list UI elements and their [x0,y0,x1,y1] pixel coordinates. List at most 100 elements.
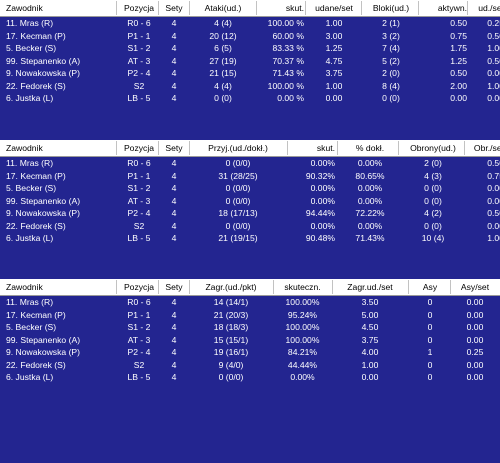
table-cell: 0 (0) [214,93,232,103]
table-cell: 17. Kecman (P) [6,170,66,181]
table-row[interactable]: 22. Fedorek (S) S2 4 0 (0/0) 0.00% 0.00% 0 (0)… [0,220,500,233]
column-divider[interactable] [287,141,288,155]
column-divider[interactable] [189,1,190,15]
column-header-skut[interactable]: skut. [285,3,304,13]
table-cell: 0 (0/0) [218,372,244,382]
table-row[interactable]: 11. Mras (R) R0 - 6 4 4 (4) 100.00 % 1.00 2 (1… [0,17,500,30]
column-divider[interactable] [158,280,159,294]
column-header-aktywn[interactable]: aktywn. [437,3,467,13]
table-cell: 22. Fedorek (S) [6,359,66,370]
table-row[interactable]: 9. Nowakowska (P) P2 - 4 4 18 (17/13) 94.44%… [0,207,500,220]
column-divider[interactable] [361,1,362,15]
table-cell: 0.00% [357,158,383,168]
column-header-sety[interactable]: Sety [165,3,183,13]
table-cell: 1.25 [450,55,467,66]
column-divider[interactable] [116,141,117,155]
column-header-asy[interactable]: Asy [422,282,438,292]
table-cell: 5 (2) [382,55,400,66]
column-header-zawodnik[interactable]: Zawodnik [6,282,43,292]
table-cell: 4 [171,334,177,345]
column-header-bloki-ud[interactable]: Bloki(ud.) [372,3,410,13]
table-cell: 0.50 [487,208,500,218]
column-header-zagr-ud-set[interactable]: Zagr.ud./set [347,282,393,292]
table-cell: 4 [171,322,177,332]
column-header-obrony-ud[interactable]: Obrony(ud.) [410,143,456,153]
table-cell: 31 (28/25) [218,170,258,181]
column-header-pozycja[interactable]: Pozycja [123,143,155,153]
column-divider[interactable] [418,1,419,15]
column-header-asy-set[interactable]: Asy/set [460,282,490,292]
table-row[interactable]: 5. Becker (S) S1 - 2 4 6 (5) 83.33 % 1.25 7 (4… [0,42,500,55]
table-cell: 2.00 [450,80,467,91]
column-header-udane-set[interactable]: udane/set [315,3,353,13]
table-body: 11. Mras (R) R0 - 6 4 0 (0/0) 0.00% 0.00% 2 (0… [0,157,500,245]
table-cell: 1 [427,347,433,357]
column-divider[interactable] [467,1,468,15]
table-cell: 8 (4) [382,80,400,91]
table-cell: 7 (4) [382,43,400,53]
column-header-pozycja[interactable]: Pozycja [123,3,155,13]
table-row[interactable]: 6. Justka (L) LB - 5 4 0 (0) 0.00 % 0.00 0 (0)… [0,92,500,105]
table-row[interactable]: 99. Stepanenko (A) AT - 3 4 27 (19) 70.37 % 4… [0,55,500,68]
table-row[interactable]: 99. Stepanenko (A) AT - 3 4 15 (15/1) 100.00… [0,334,500,347]
column-header-zawodnik[interactable]: Zawodnik [6,3,43,13]
column-divider[interactable] [256,1,257,15]
table-row[interactable]: 6. Justka (L) LB - 5 4 21 (19/15) 90.48% 71.4… [0,232,500,245]
column-header-zagr-ud-pkt[interactable]: Zagr.(ud./pkt) [205,282,257,292]
column-divider[interactable] [332,280,333,294]
table-cell: R0 - 6 [127,158,151,168]
column-divider[interactable] [408,280,409,294]
table-cell: 3.50 [361,297,379,307]
column-divider[interactable] [398,141,399,155]
column-header-sety[interactable]: Sety [165,282,183,292]
column-header-skut[interactable]: skut. [316,143,335,153]
column-divider[interactable] [273,280,274,294]
column-divider[interactable] [189,280,190,294]
table-row[interactable]: 17. Kecman (P) P1 - 1 4 20 (12) 60.00 % 3.00 3… [0,30,500,43]
table-cell: 44.44% [287,359,318,370]
table-cell: 6. Justka (L) [6,93,54,103]
table-row[interactable]: 6. Justka (L) LB - 5 4 0 (0/0) 0.00% 0.00 0 0.0… [0,371,500,384]
table-header: Zawodnik Pozycja Sety Ataki(ud.) skut. udane/… [0,0,500,17]
column-divider[interactable] [158,1,159,15]
column-header-przyj-ud-dok[interactable]: Przyj.(ud./dokł.) [208,143,268,153]
column-divider[interactable] [158,141,159,155]
table-row[interactable]: 11. Mras (R) R0 - 6 4 14 (14/1) 100.00% 3.50 0… [0,296,500,309]
table-row[interactable]: 5. Becker (S) S1 - 2 4 18 (18/3) 100.00% 4.50… [0,321,500,334]
column-divider[interactable] [116,1,117,15]
table-cell: 4 [171,18,177,28]
table-cell: LB - 5 [127,233,151,243]
table-cell: 1.00 [325,18,343,28]
column-divider[interactable] [337,141,338,155]
table-cell: 0.00 [487,220,500,231]
column-divider[interactable] [464,141,465,155]
column-divider[interactable] [305,1,306,15]
column-header-dok[interactable]: % dokł. [355,143,385,153]
column-header-skuteczn[interactable]: skuteczn. [284,282,321,292]
column-divider[interactable] [116,280,117,294]
column-header-sety[interactable]: Sety [165,143,183,153]
table-cell: 11. Mras (R) [6,18,54,28]
table-row[interactable]: 11. Mras (R) R0 - 6 4 0 (0/0) 0.00% 0.00% 2 (0… [0,157,500,170]
column-header-pozycja[interactable]: Pozycja [123,282,155,292]
column-divider[interactable] [450,280,451,294]
column-header-ataki-ud[interactable]: Ataki(ud.) [204,3,242,13]
table-row[interactable]: 9. Nowakowska (P) P2 - 4 4 21 (15) 71.43 % 3.… [0,67,500,80]
table-row[interactable]: 99. Stepanenko (A) AT - 3 4 0 (0/0) 0.00% 0.0… [0,195,500,208]
column-divider[interactable] [189,141,190,155]
table-cell: 4 (2) [424,208,442,218]
table-row[interactable]: 9. Nowakowska (P) P2 - 4 4 19 (16/1) 84.21% 4… [0,346,500,359]
column-header-ud-set[interactable]: ud./set [478,3,500,13]
table-row[interactable]: 22. Fedorek (S) S2 4 4 (4) 100.00 % 1.00 8 (4)… [0,80,500,93]
table-cell: 4 [171,359,177,370]
table-row[interactable]: 22. Fedorek (S) S2 4 9 (4/0) 44.44% 1.00 0 0.00 [0,359,500,372]
table-row[interactable]: 17. Kecman (P) P1 - 1 4 31 (28/25) 90.32% 80.… [0,170,500,183]
column-header-zawodnik[interactable]: Zawodnik [6,143,43,153]
table-row[interactable]: 5. Becker (S) S1 - 2 4 0 (0/0) 0.00% 0.00% 0 (… [0,182,500,195]
table-row[interactable]: 17. Kecman (P) P1 - 1 4 21 (20/3) 95.24% 5.00… [0,309,500,322]
table-cell: 1.00 [325,80,343,91]
table-cell: 22. Fedorek (S) [6,80,66,91]
table-cell: 0.50 [487,55,500,66]
table-cell: 0.00 [466,372,484,382]
column-header-obr-set[interactable]: Obr./set [473,143,500,153]
